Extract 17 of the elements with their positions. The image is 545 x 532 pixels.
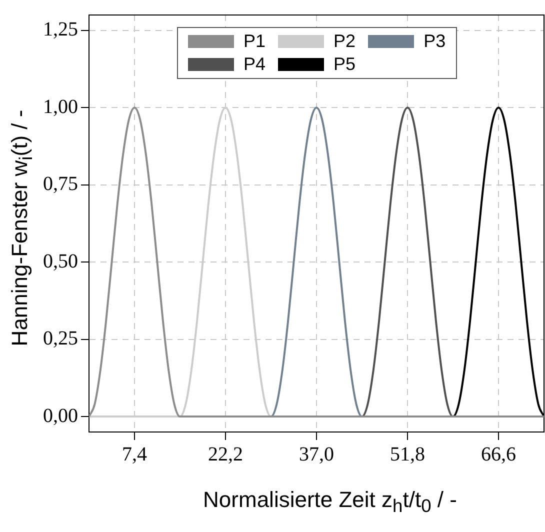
x-tick-label: 7,4	[122, 443, 147, 466]
x-tick-label: 22,2	[208, 443, 243, 466]
y-tick-label: 0,00	[43, 404, 78, 427]
legend-label: P3	[424, 31, 446, 52]
x-axis-title: Normalisierte Zeit z$_{h}$t/t$_{0}$ / -	[203, 486, 457, 518]
legend-label: P4	[244, 54, 266, 75]
y-tick-label: 1,25	[43, 18, 78, 41]
y-tick-label: 1,00	[43, 96, 78, 118]
legend-label: P2	[334, 31, 356, 52]
y-tick-label: 0,75	[43, 173, 78, 196]
y-tick-label: 0,25	[43, 328, 78, 350]
legend-label: P5	[334, 54, 356, 75]
y-tick-label: 0,50	[43, 250, 78, 272]
legend-label: P1	[244, 31, 266, 52]
x-tick-label: 66,6	[481, 443, 516, 466]
x-tick-label: 51,8	[390, 443, 425, 466]
x-tick-label: 37,0	[299, 443, 334, 466]
